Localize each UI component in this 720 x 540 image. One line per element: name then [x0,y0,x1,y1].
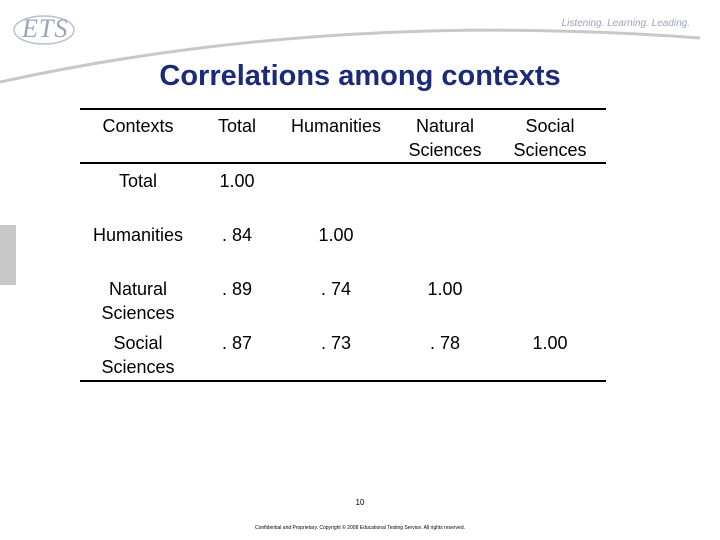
table-cell: . 89 [221,279,253,299]
table-cell: . 87 [221,333,253,353]
table-cell: 1.00 [219,171,255,191]
logo-ring [13,15,75,45]
header-arc [0,28,701,84]
table-cell: . 84 [221,225,253,245]
column-header: Social Sciences [513,116,587,160]
footer-notice: Confidential and Proprietary. Copyright … [255,525,465,531]
table-bottom-rule [80,380,606,382]
header-decoration [0,15,701,84]
column-header: Humanities [290,116,382,136]
column-header: Natural Sciences [408,116,482,160]
table-cell: . 73 [320,333,352,353]
slide-title: Correlations among contexts [159,60,561,92]
table-cell: 1.00 [318,225,354,245]
column-header: Contexts [102,116,174,136]
row-label: Humanities [92,225,184,245]
table-header-rule [80,162,606,164]
row-label: Total [118,171,158,191]
table-cell: . 78 [429,333,461,353]
column-header: Total [217,116,257,136]
side-tab [0,225,16,285]
table-cell: 1.00 [532,333,568,353]
row-label: Natural Sciences [101,279,175,323]
row-label: Social Sciences [101,333,175,377]
table-cell: . 74 [320,279,352,299]
table-top-rule [80,108,606,110]
table-cell: 1.00 [427,279,463,299]
tagline: Listening. Learning. Leading. [561,18,690,29]
logo: ETS [22,14,69,43]
page-number: 10 [355,498,365,507]
